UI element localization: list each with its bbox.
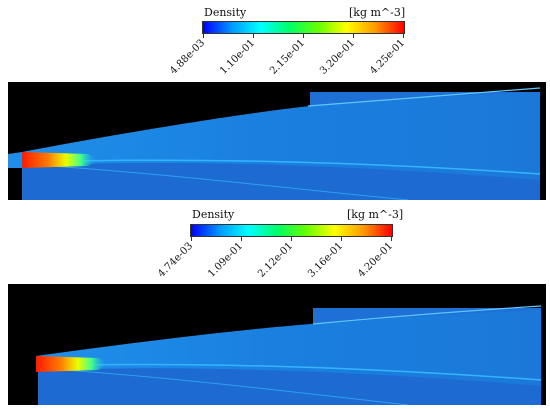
density-contour-plot [8, 82, 546, 200]
colorbar-tick-label: 4.25e-01 [367, 37, 407, 77]
colorbar-tick-label: 2.12e-01 [255, 240, 295, 280]
colorbar-tickmark [303, 34, 304, 38]
density-panel-top: Density [kg m^-3] 4.88e-03 1.10e-01 2.15… [0, 0, 550, 204]
colorbar-tick-label: 4.20e-01 [355, 240, 395, 280]
colorbar-tickmark [353, 34, 354, 38]
colorbar-tickmark [241, 237, 242, 241]
colorbar-tickmark [341, 237, 342, 241]
colorbar-tick-label: 3.16e-01 [305, 240, 345, 280]
colorbar-tick-label: 4.88e-03 [167, 37, 207, 77]
colorbar-tickmark [391, 237, 392, 241]
colorbar-unit: [kg m^-3] [347, 208, 404, 221]
colorbar-tick-label: 3.20e-01 [317, 37, 357, 77]
colorbar-unit: [kg m^-3] [349, 6, 406, 19]
colorbar-tickmark [203, 34, 204, 38]
colorbar-tickmark [403, 34, 404, 38]
colorbar [202, 21, 405, 34]
colorbar-tick-label: 2.15e-01 [267, 37, 307, 77]
colorbar [190, 224, 393, 237]
colorbar-tick-label: 1.10e-01 [217, 37, 257, 77]
colorbar-tickmark [291, 237, 292, 241]
colorbar-title: Density [204, 6, 247, 19]
colorbar-tickmark [191, 237, 192, 241]
colorbar-tick-label: 1.09e-01 [205, 240, 245, 280]
colorbar-tickmark [253, 34, 254, 38]
density-panel-bottom: Density [kg m^-3] 4.74e-03 1.09e-01 2.12… [0, 204, 550, 409]
colorbar-tick-label: 4.74e-03 [155, 240, 195, 280]
colorbar-title: Density [192, 208, 235, 221]
density-contour-plot [8, 284, 546, 405]
